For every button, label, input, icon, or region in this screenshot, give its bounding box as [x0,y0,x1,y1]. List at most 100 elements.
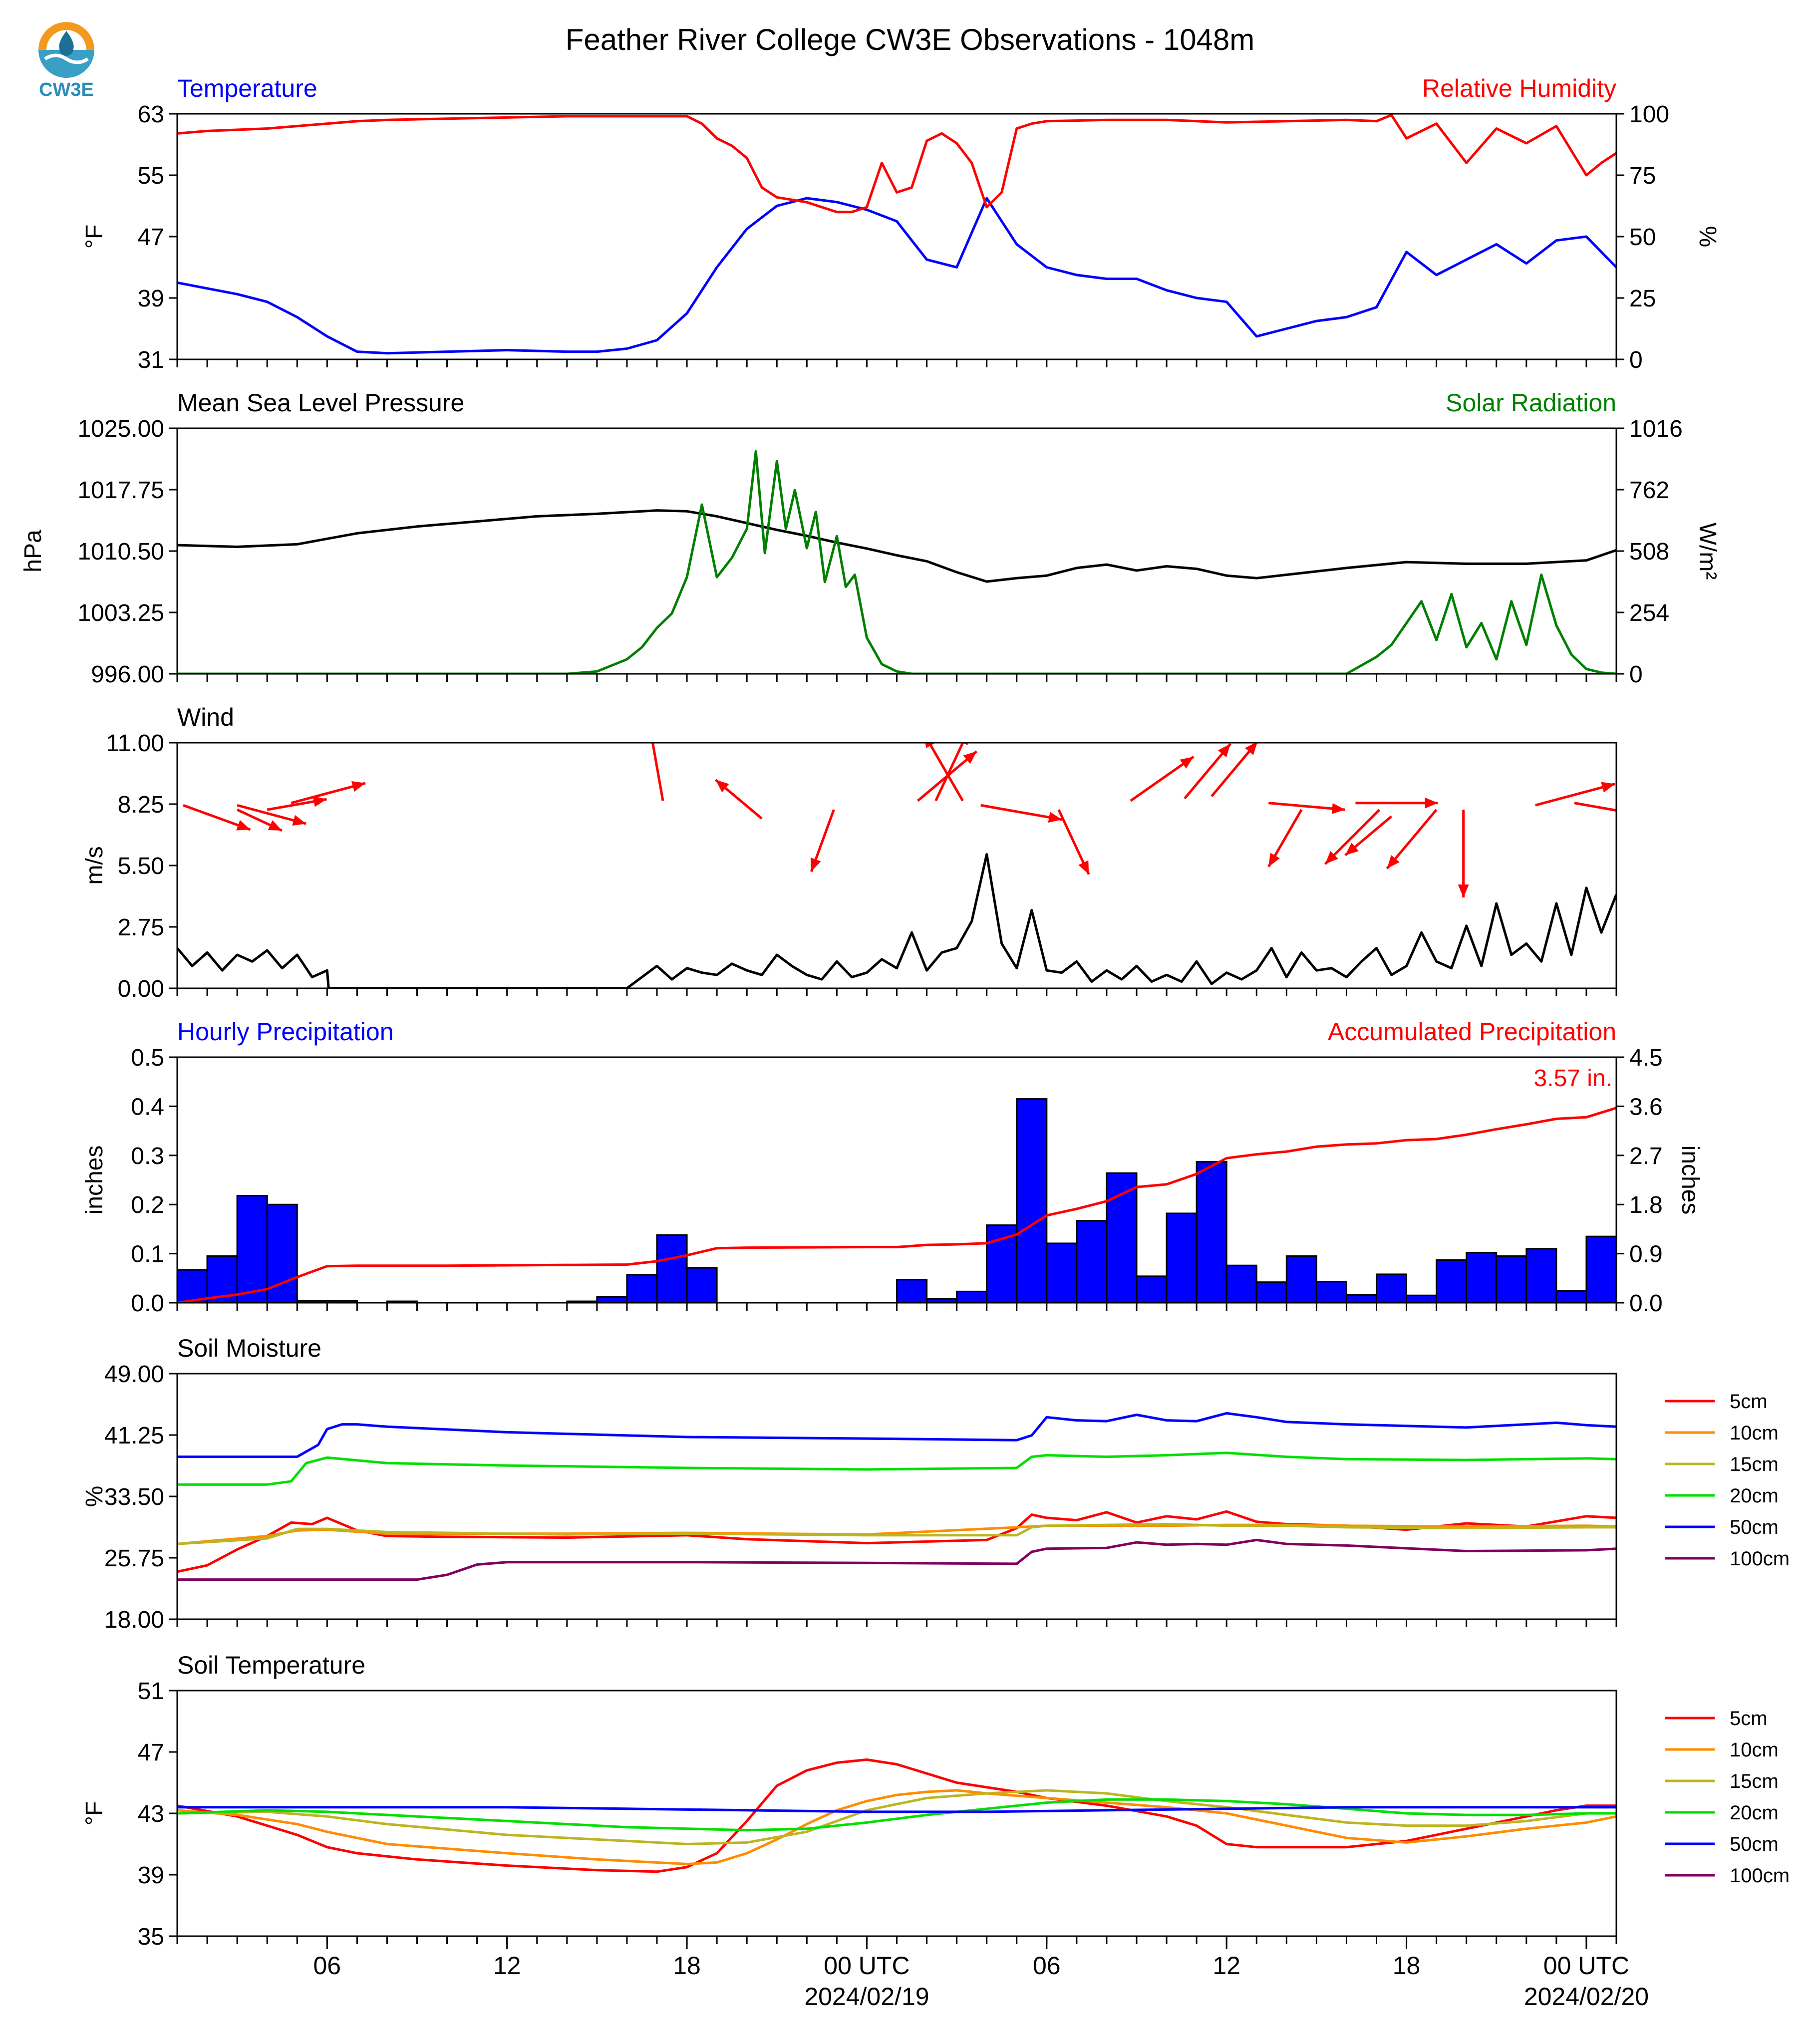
plot-frame [176,1690,1617,1937]
legend-label: 15cm [1730,1453,1779,1475]
wind-arrow-head [1048,812,1062,823]
precip-bar [1496,1255,1527,1303]
y-tick-label: 8.25 [118,792,164,818]
precip-bar [656,1234,688,1303]
wind-arrow [1211,743,1258,797]
series-line-accumulated-precipitation [177,1107,1616,1303]
plot-area [177,450,1616,674]
wind-arrow [1574,802,1661,822]
precip-bar [1255,1281,1287,1303]
plot-area [177,114,1616,355]
x-tick-label: 18 [673,1952,701,1980]
y-tick-label: 63 [138,101,164,128]
wind-arrow-head [963,751,977,764]
wind-arrow [1458,810,1469,898]
precip-bar [1016,1098,1048,1303]
x-date-label: 2024/02/19 [804,1983,929,2011]
legend-label: 15cm [1730,1770,1779,1792]
logo-text: CW3E [39,79,94,100]
precip-bar [1585,1235,1616,1303]
y-tick-label: 1025.00 [77,416,164,442]
precip-bar [1196,1161,1227,1303]
precip-bar [1046,1242,1078,1303]
precip-bar [1285,1255,1317,1303]
y-tick-label: 18.00 [104,1607,164,1633]
series-line-20cm [177,1798,1616,1832]
panel-right-title: Accumulated Precipitation [1328,1018,1616,1046]
series-line-solar-radiation [177,450,1616,674]
series-line-mean-sea-level-pressure [177,509,1616,583]
wind-arrow [183,804,251,831]
y-axis-label: °F [81,225,108,249]
precip-bar [1166,1212,1198,1303]
x-tick-label: 00 UTC [1543,1952,1629,1980]
x-tick-label: 12 [493,1952,521,1980]
precip-bar [896,1279,928,1303]
wind-arrow [714,779,763,820]
y-tick-label: 0.2 [131,1192,164,1218]
plot-frame [176,1056,1617,1304]
wind-arrow [1057,809,1090,875]
x-tick-label: 18 [1393,1952,1421,1980]
y-tick-label: 0.0 [131,1290,164,1317]
wind-arrow [1344,815,1393,857]
x-tick-label: 06 [1033,1952,1061,1980]
wind-arrow-shaft [980,804,1062,821]
y-tick-label: 1017.75 [77,477,164,504]
wind-arrow-head [1217,744,1231,758]
series-line-50cm [177,1412,1616,1458]
y2-tick-label: 0.0 [1629,1290,1663,1317]
y-tick-label: 5.50 [118,853,164,879]
y-tick-label: 0.1 [131,1241,164,1268]
y-tick-label: 1003.25 [77,600,164,626]
y2-tick-label: 0 [1629,661,1643,688]
y2-tick-label: 254 [1629,600,1669,626]
panel-right-title: Solar Radiation [1446,389,1616,417]
wind-arrow-head [1244,743,1257,755]
accumulated-total-annotation: 3.57 in. [1534,1065,1612,1092]
panel-soil_moisture: 49.00 41.25 33.50 25.75 18.00% Soil Moisture 5… [81,1334,1790,1633]
series-line-temperature [177,197,1616,355]
wind-arrow-shaft [1535,783,1615,807]
panel-left-title: Temperature [177,74,317,102]
precip-bar [1136,1275,1168,1303]
y-axis-label: hPa [20,530,46,573]
y-tick-label: 55 [138,163,164,189]
y-tick-label: 49.00 [104,1361,164,1388]
panel-soil_temp: 51 47 43 39 35 °F Soil Temperature 5cm 10cm 15cm 2… [81,1651,1790,2011]
wind-arrow-head [1647,811,1661,822]
y-tick-label: 25.75 [104,1545,164,1572]
wind-arrow-shaft [1574,802,1616,812]
wind-arrow-head [1601,782,1615,793]
wind-arrow-head [1331,803,1345,814]
legend-label: 20cm [1730,1485,1779,1507]
wind-arrow-head [715,780,729,793]
y-axis-label: % [81,1486,108,1507]
wind-arrow [934,743,968,802]
legend-label: 5cm [1730,1391,1768,1413]
panel-left-title: Soil Moisture [177,1334,321,1362]
legend-label: 10cm [1730,1422,1779,1444]
y-axis-label: °F [81,1801,108,1826]
legend-label: 50cm [1730,1516,1779,1538]
wind-arrow-head [292,815,306,826]
wind-arrow [651,743,664,801]
precip-bar [1376,1273,1408,1303]
wind-arrow-head [1180,756,1194,769]
precip-bar [1436,1259,1468,1303]
y-axis-label: inches [81,1146,108,1215]
plot-frame [176,1373,1617,1620]
panel-left-title: Mean Sea Level Pressure [177,389,464,417]
y2-tick-label: 1016 [1629,416,1683,442]
y-tick-label: 0.3 [131,1143,164,1169]
y2-tick-label: 0 [1629,347,1643,373]
y2-tick-label: 508 [1629,539,1669,565]
wind-arrow [237,804,306,826]
y-tick-label: 11.00 [106,730,164,757]
y2-tick-label: 2.7 [1629,1143,1663,1169]
y-tick-label: 51 [138,1678,164,1705]
x-date-label: 2024/02/20 [1524,1983,1649,2011]
precip-bar [686,1267,718,1303]
precip-bar [956,1290,988,1303]
plot-area [177,1758,1616,1873]
